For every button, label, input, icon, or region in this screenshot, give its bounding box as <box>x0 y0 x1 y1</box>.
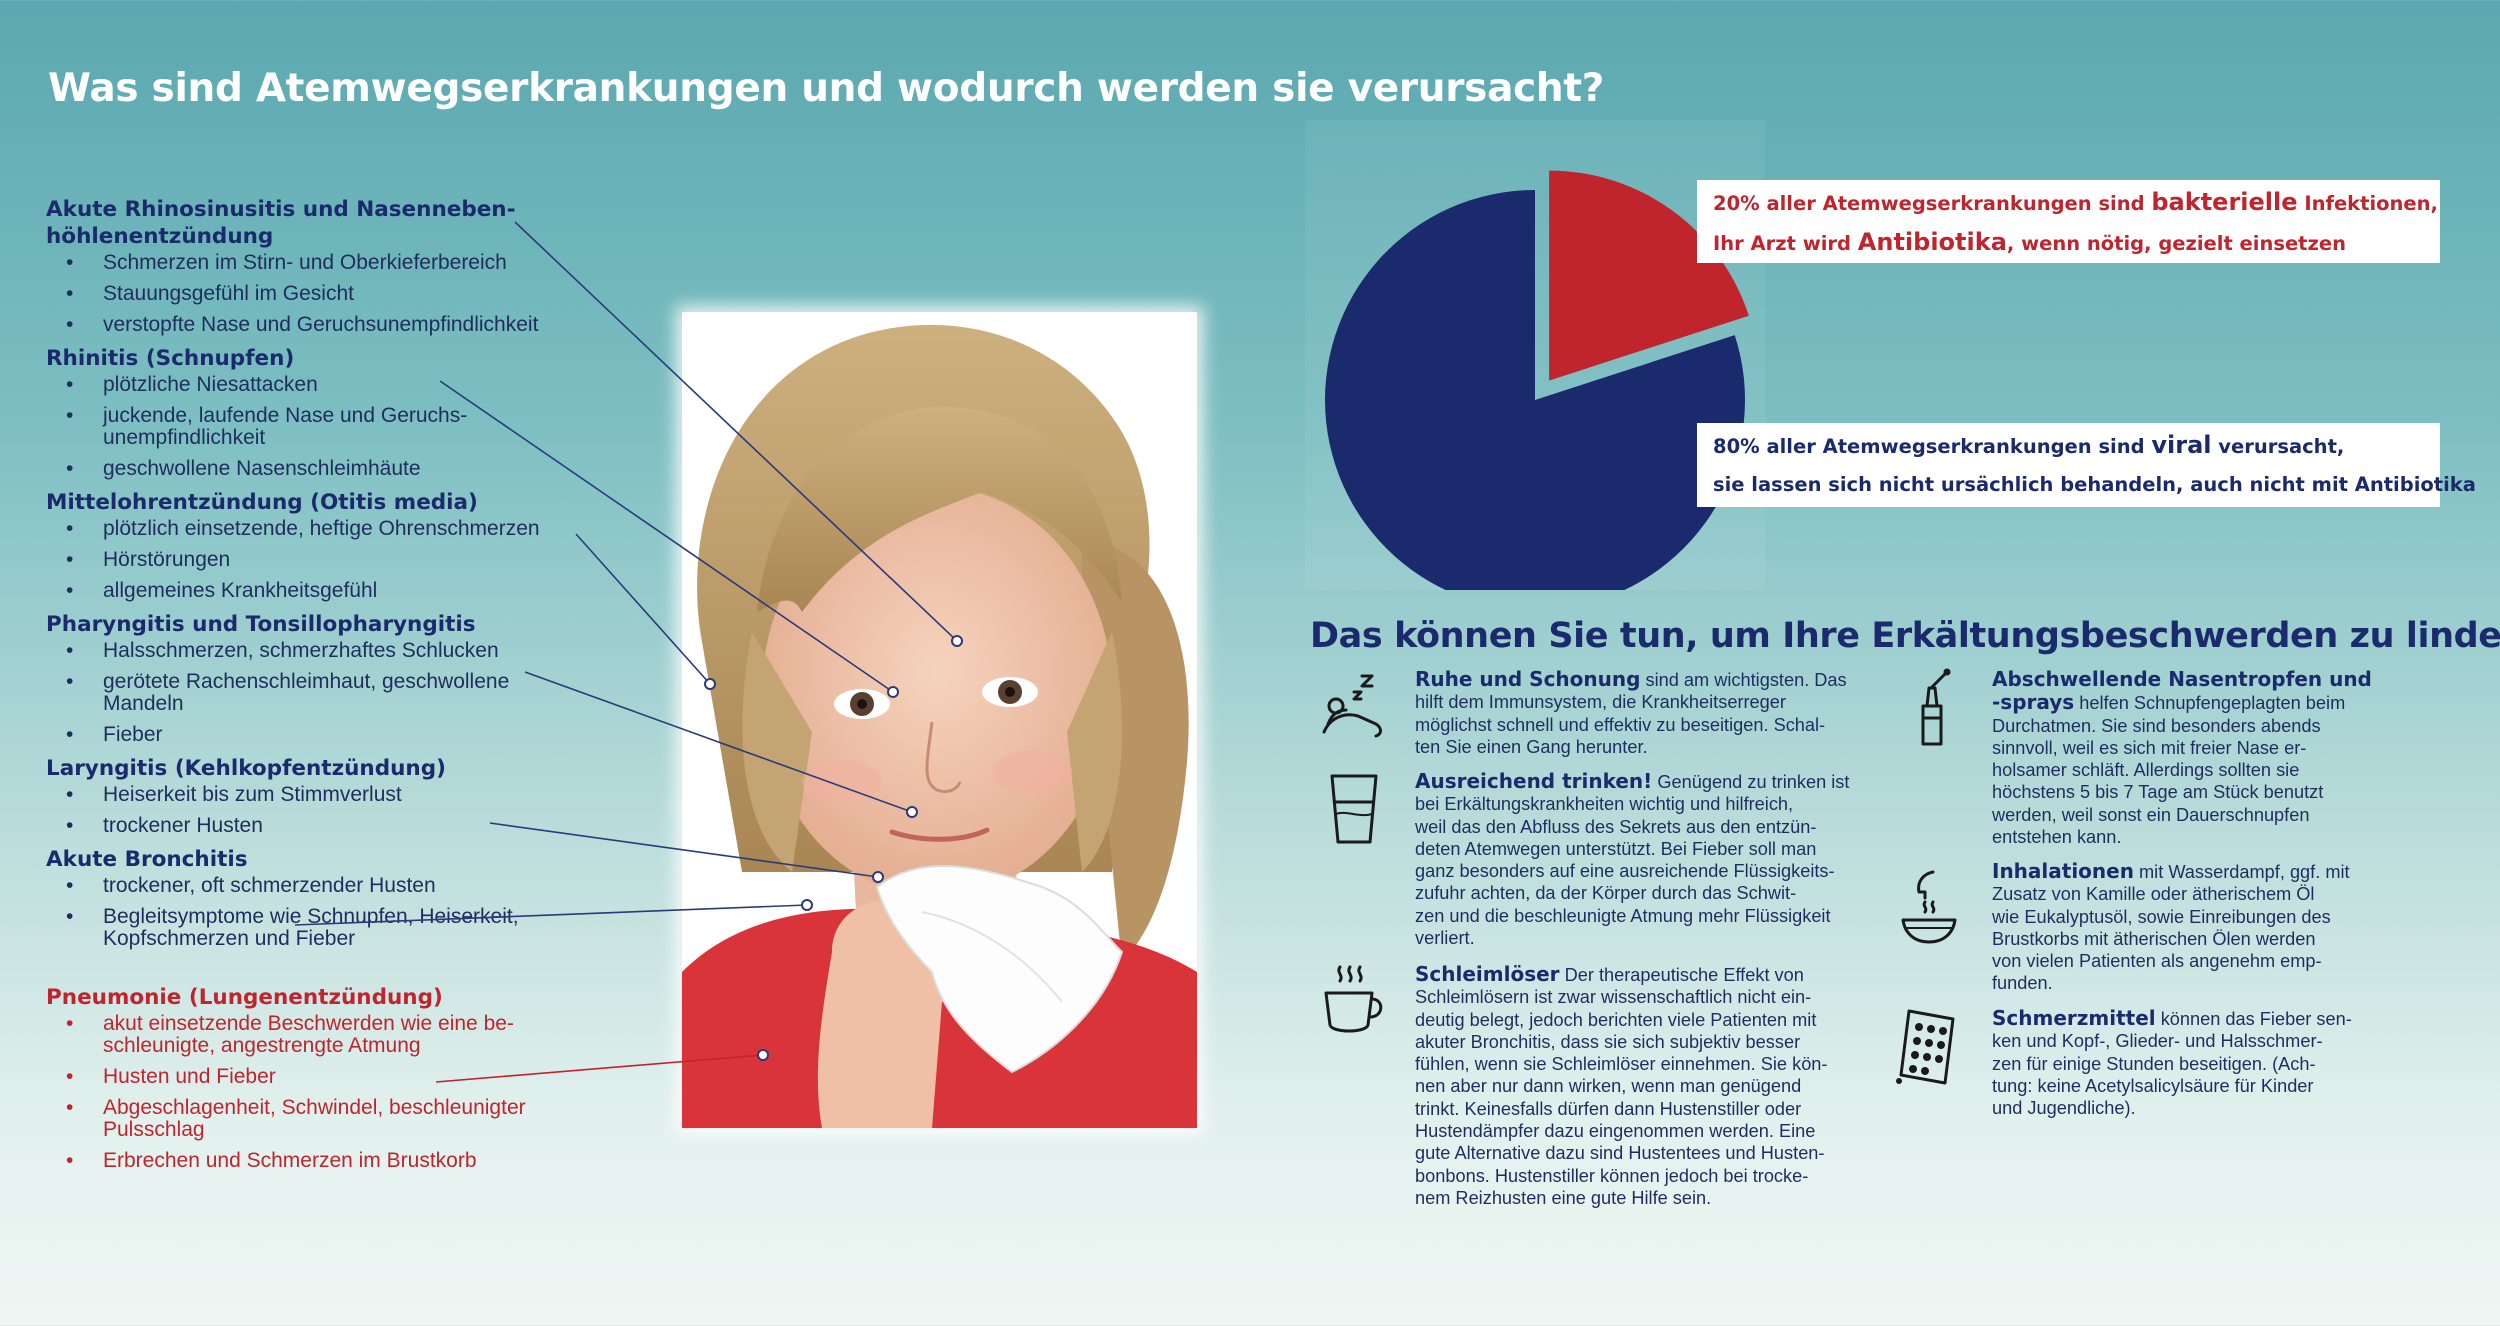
condition-title: Pneumonie (Lungenentzündung) <box>46 985 443 1010</box>
symptom-item: trockener, oft schmerzender Husten <box>46 875 606 898</box>
tip-heading: Schleimlöser <box>1415 962 1560 986</box>
tip-text: Inhalationen mit Wasserdampf, ggf. mit Z… <box>1992 860 2350 995</box>
symptom-item: Begleitsymptome wie Schnupfen, Heiserkei… <box>46 906 606 950</box>
viral-callout-line2: sie lassen sich nicht ursächlich behande… <box>1713 473 2476 496</box>
tip-body: Genügend zu trinken ist bei Erkältungskr… <box>1415 772 1850 949</box>
child-illustration <box>682 312 1197 1128</box>
bacterial-callout: 20% aller Atemwegserkrankungen sind bakt… <box>1697 180 2440 263</box>
symptom-item: trockener Husten <box>46 815 606 838</box>
callout-text: 80% aller Atemwegserkrankungen sind <box>1713 435 2152 458</box>
condition-rhinosinusitis: Akute Rhinosinusitis und Nasenneben- höh… <box>46 196 606 336</box>
condition-otitis-media: Mittelohrentzündung (Otitis media) plötz… <box>46 489 606 602</box>
tip-heading: Abschwellende Nasentropfen und -sprays <box>1992 667 2372 715</box>
symptom-item: Schmerzen im Stirn- und Oberkieferbereic… <box>46 252 606 275</box>
condition-pharyngitis: Pharyngitis und Tonsillopharyngitis Hals… <box>46 611 606 746</box>
symptom-item: Fieber <box>46 724 606 747</box>
tip-body: helfen Schnupfengeplagten beim Durchatme… <box>1992 693 2346 848</box>
symptom-item: Halsschmerzen, schmerzhaftes Schlucken <box>46 640 606 663</box>
symptom-item: allgemeines Krankheitsgefühl <box>46 580 606 603</box>
tip-heading: Ausreichend trinken! <box>1415 769 1653 793</box>
nasal-spray-icon <box>1921 668 1951 746</box>
infection-pie-chart <box>1305 120 1765 590</box>
symptom-item: Abgeschlagenheit, Schwindel, beschleunig… <box>46 1097 606 1141</box>
bacterial-callout-line1: 20% aller Atemwegserkrankungen sind bakt… <box>1713 183 2438 223</box>
tip-heading: Ruhe und Schonung <box>1415 667 1641 691</box>
symptom-item: Husten und Fieber <box>46 1066 606 1089</box>
symptom-item: geschwollene Nasenschleimhäute <box>46 458 606 481</box>
condition-title: Pharyngitis und Tonsillopharyngitis <box>46 612 476 637</box>
callout-emphasis: Antibiotika <box>1857 228 2007 256</box>
tip-text: Abschwellende Nasentropfen und -sprays h… <box>1992 668 2372 848</box>
callout-emphasis: viral <box>2151 431 2212 459</box>
tip-text: Schmerzmittel können das Fieber sen- ken… <box>1992 1007 2352 1119</box>
pie-slice-viral <box>1325 190 1745 590</box>
condition-rhinitis: Rhinitis (Schnupfen) plötzliche Niesatta… <box>46 345 606 480</box>
condition-title: Akute Bronchitis <box>46 847 248 872</box>
symptom-item: akut einsetzende Beschwerden wie eine be… <box>46 1013 606 1057</box>
condition-title: Akute Rhinosinusitis und Nasenneben- höh… <box>46 197 516 249</box>
callout-text: verursacht, <box>2211 435 2345 458</box>
callout-text: , wenn nötig, gezielt einsetzen <box>2006 232 2346 255</box>
tip-heading: Schmerzmittel <box>1992 1006 2156 1030</box>
bacterial-callout-line2: Ihr Arzt wird Antibiotika, wenn nötig, g… <box>1713 223 2424 263</box>
symptom-item: juckende, laufende Nase und Geruchs- une… <box>46 405 606 449</box>
tip-body: mit Wasserdampf, ggf. mit Zusatz von Kam… <box>1992 862 2350 994</box>
child-photo <box>682 312 1197 1128</box>
page-title: Was sind Atemwegserkrankungen und wodurc… <box>48 66 1605 111</box>
symptom-item: plötzlich einsetzende, heftige Ohrenschm… <box>46 518 606 541</box>
tip-text: Ausreichend trinken! Genügend zu trinken… <box>1415 770 1849 949</box>
sleeping-person-icon <box>1322 674 1382 738</box>
symptom-item: Stauungsgefühl im Gesicht <box>46 283 606 306</box>
condition-title: Rhinitis (Schnupfen) <box>46 346 295 371</box>
viral-callout-line1: 80% aller Atemwegserkrankungen sind vira… <box>1713 426 2424 466</box>
pill-blister-icon <box>1896 1009 1955 1085</box>
symptom-item: plötzliche Niesattacken <box>46 374 606 397</box>
condition-title: Laryngitis (Kehlkopfentzündung) <box>46 756 446 781</box>
tip-body: sind am wichtigsten. Das hilft dem Immun… <box>1415 670 1847 757</box>
symptom-item: verstopfte Nase und Geruchsunempfindlich… <box>46 314 606 337</box>
tip-heading: Inhalationen <box>1992 859 2134 883</box>
symptom-item: gerötete Rachenschleimhaut, geschwollene… <box>46 671 606 715</box>
symptom-item: Erbrechen und Schmerzen im Brustkorb <box>46 1150 606 1173</box>
tip-text: Schleimlöser Der therapeutische Effekt v… <box>1415 963 1827 1209</box>
conditions-list: Akute Rhinosinusitis und Nasenneben- höh… <box>46 196 606 1181</box>
callout-text: Ihr Arzt wird <box>1713 232 1858 255</box>
condition-laryngitis: Laryngitis (Kehlkopfentzündung) Heiserke… <box>46 755 606 837</box>
callout-text: 20% aller Atemwegserkrankungen sind <box>1713 192 2152 215</box>
condition-pneumonia: Pneumonie (Lungenentzündung) akut einset… <box>46 984 606 1172</box>
condition-title: Mittelohrentzündung (Otitis media) <box>46 490 478 515</box>
tips-heading: Das können Sie tun, um Ihre Erkältungsbe… <box>1310 616 2500 656</box>
symptom-item: Hörstörungen <box>46 549 606 572</box>
tip-text: Ruhe und Schonung sind am wichtigsten. D… <box>1415 668 1847 758</box>
tip-body: können das Fieber sen- ken und Kopf-, Gl… <box>1992 1009 2352 1119</box>
tip-body: Der therapeutische Effekt von Schleimlös… <box>1415 965 1828 1208</box>
water-glass-icon <box>1330 774 1378 844</box>
inhalation-bowl-icon <box>1901 870 1957 944</box>
pie-slice-bacterial <box>1549 170 1749 381</box>
symptom-item: Heiserkeit bis zum Stimmverlust <box>46 784 606 807</box>
hot-cup-icon <box>1324 965 1383 1033</box>
viral-callout: 80% aller Atemwegserkrankungen sind vira… <box>1697 423 2476 507</box>
condition-bronchitis: Akute Bronchitis trockener, oft schmerze… <box>46 846 606 950</box>
callout-emphasis: bakterielle <box>2151 188 2298 216</box>
callout-text: Infektionen, <box>2297 192 2438 215</box>
